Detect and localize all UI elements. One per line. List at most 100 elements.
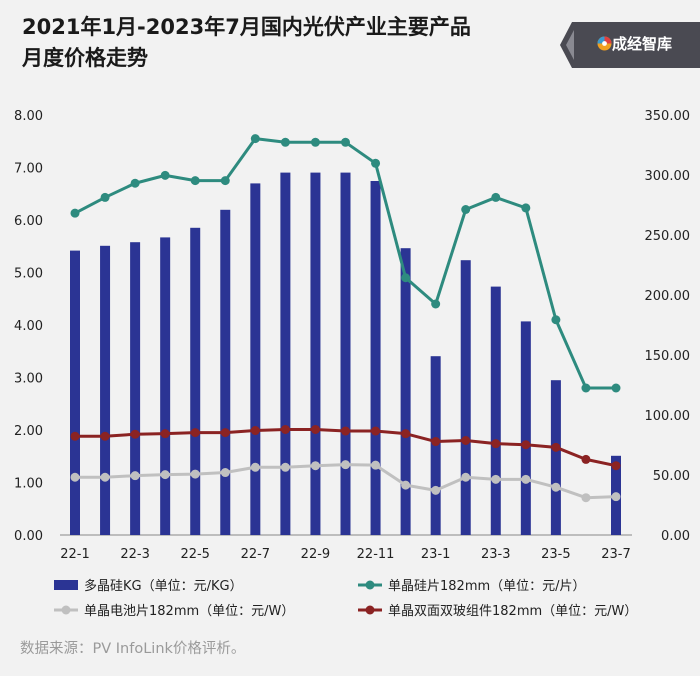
x-axis-tick-label: 22-3 <box>120 547 150 562</box>
brand-logo-banner <box>560 22 700 68</box>
left-axis-tick-label: 0.00 <box>14 529 43 544</box>
bar <box>460 260 471 535</box>
data-point <box>461 205 471 214</box>
left-axis-tick-label: 4.00 <box>14 319 43 334</box>
bar <box>400 248 411 535</box>
data-point <box>341 460 350 470</box>
data-point <box>70 208 80 218</box>
bar <box>340 172 351 535</box>
x-axis-tick-label: 22-11 <box>357 547 395 562</box>
data-point <box>280 462 290 472</box>
data-point <box>250 134 260 144</box>
x-axis-tick-label: 23-5 <box>541 547 571 562</box>
x-axis-tick-label: 23-3 <box>481 547 511 562</box>
data-point <box>581 454 591 464</box>
data-point <box>220 468 230 478</box>
data-point <box>611 383 621 393</box>
data-point <box>100 192 110 202</box>
data-point <box>551 482 561 492</box>
data-point <box>160 470 170 480</box>
left-axis-tick-label: 7.00 <box>14 162 43 177</box>
left-axis-tick-label: 6.00 <box>14 214 43 229</box>
data-point <box>551 442 561 452</box>
x-axis-tick-label: 22-1 <box>60 547 90 562</box>
data-point <box>491 474 501 484</box>
bar <box>280 172 291 535</box>
data-point <box>611 492 621 502</box>
data-point <box>491 192 501 202</box>
data-point <box>401 429 411 439</box>
bar <box>550 380 561 535</box>
right-axis-tick-label: 0.00 <box>661 529 690 544</box>
bar <box>370 181 381 535</box>
data-point <box>310 137 320 147</box>
chart-title: 2021年1月-2023年7月国内光伏产业主要产品 月度价格走势 <box>22 12 471 74</box>
x-axis-tick-label: 23-1 <box>421 547 451 562</box>
right-axis-tick-label: 350.00 <box>645 109 691 124</box>
brand-banner-shape <box>560 22 700 68</box>
left-axis-tick-label: 3.00 <box>14 372 43 387</box>
data-point <box>100 472 110 482</box>
data-point <box>491 439 501 449</box>
data-point <box>220 176 230 186</box>
data-point <box>371 158 381 168</box>
data-point <box>280 424 290 434</box>
data-point <box>401 273 411 283</box>
right-axis-ticks: 0.00 50.00 100.00 150.00 200.00 250.00 300.00 3… <box>645 109 691 544</box>
x-axis-tick-label: 22-7 <box>241 547 271 562</box>
data-point <box>280 137 290 147</box>
legend-label: 单晶电池片182mm（单位：元/W） <box>84 604 294 619</box>
legend-swatch-marker <box>61 605 71 615</box>
bar <box>100 245 111 536</box>
data-point <box>581 493 591 503</box>
data-point <box>190 428 200 438</box>
data-point <box>401 480 411 490</box>
chart-title-line2: 月度价格走势 <box>22 46 148 70</box>
data-point <box>310 424 320 434</box>
brand-name: 成经智库 <box>612 35 673 53</box>
data-point <box>551 315 561 325</box>
bar <box>160 237 171 535</box>
bar <box>490 286 501 535</box>
legend-swatch <box>54 580 78 590</box>
right-axis-tick-label: 50.00 <box>653 469 690 484</box>
legend-swatch-marker <box>365 580 375 590</box>
left-axis-tick-label: 8.00 <box>14 109 43 124</box>
data-point <box>130 178 140 188</box>
brand-swirl-icon <box>597 36 612 51</box>
data-point <box>100 431 110 441</box>
legend-label: 单晶硅片182mm（单位：元/片） <box>388 579 586 594</box>
bar <box>130 242 141 535</box>
left-axis-tick-label: 5.00 <box>14 267 43 282</box>
left-axis-tick-label: 2.00 <box>14 424 43 439</box>
x-axis-tick-label: 23-7 <box>601 547 631 562</box>
chart-title-line1: 2021年1月-2023年7月国内光伏产业主要产品 <box>22 15 471 39</box>
bar <box>520 321 531 535</box>
data-point <box>70 431 80 441</box>
data-point <box>521 474 531 484</box>
data-point <box>130 471 140 481</box>
data-point <box>220 428 230 438</box>
right-axis-tick-label: 250.00 <box>645 229 691 244</box>
bar <box>220 209 231 536</box>
data-point <box>341 426 350 436</box>
bar-series <box>70 172 621 536</box>
data-point <box>611 461 621 471</box>
data-point <box>371 460 381 470</box>
data-point <box>341 137 350 147</box>
data-point <box>70 472 80 482</box>
left-axis-tick-label: 1.00 <box>14 477 43 492</box>
data-point <box>431 299 441 309</box>
bar <box>250 183 261 535</box>
data-source-note: 数据来源：PV InfoLink价格评析。 <box>20 641 246 657</box>
data-point <box>160 429 170 439</box>
data-point <box>310 461 320 471</box>
data-point <box>461 472 471 482</box>
legend-label: 单晶双面双玻组件182mm（单位：元/W） <box>388 604 637 619</box>
data-point <box>371 426 381 436</box>
right-axis-tick-label: 100.00 <box>645 409 691 424</box>
line-series <box>70 134 621 503</box>
data-point <box>190 469 200 479</box>
bar <box>310 172 321 535</box>
